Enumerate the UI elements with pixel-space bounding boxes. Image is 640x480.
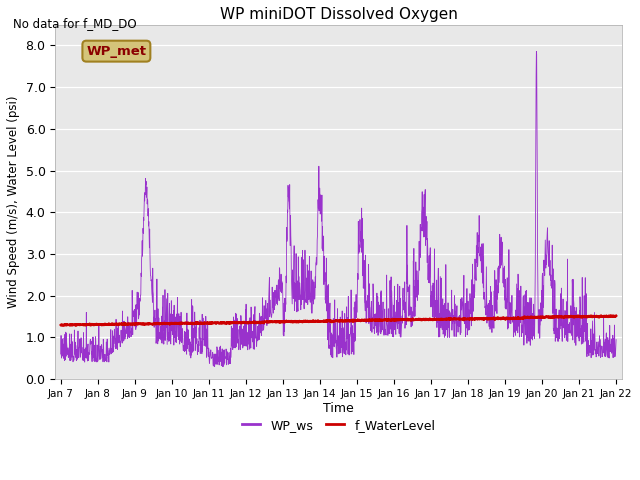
Y-axis label: Wind Speed (m/s), Water Level (psi): Wind Speed (m/s), Water Level (psi) [7,96,20,308]
WP_ws [596,355,604,360]
WP_ws [219,364,227,370]
WP_ws [327,330,335,336]
f_WaterLevel [495,316,502,322]
f_WaterLevel [72,323,79,328]
WP_ws [612,337,620,343]
Text: No data for f_MD_DO: No data for f_MD_DO [13,17,136,30]
f_WaterLevel [596,314,604,320]
f_WaterLevel [312,319,320,324]
f_WaterLevel [327,318,335,324]
f_WaterLevel [612,313,620,319]
WP_ws [495,290,502,296]
WP_ws [532,48,540,54]
Title: WP miniDOT Dissolved Oxygen: WP miniDOT Dissolved Oxygen [220,7,458,22]
WP_ws [596,348,604,353]
X-axis label: Time: Time [323,402,354,415]
Legend: WP_ws, f_WaterLevel: WP_ws, f_WaterLevel [237,414,440,437]
f_WaterLevel [597,312,605,318]
Line: f_WaterLevel: f_WaterLevel [61,315,616,325]
f_WaterLevel [596,313,604,319]
Line: WP_ws: WP_ws [61,51,616,367]
Text: WP_met: WP_met [86,45,147,58]
WP_ws [312,254,320,260]
WP_ws [85,352,93,358]
f_WaterLevel [57,322,65,328]
f_WaterLevel [86,322,93,327]
WP_ws [57,351,65,357]
